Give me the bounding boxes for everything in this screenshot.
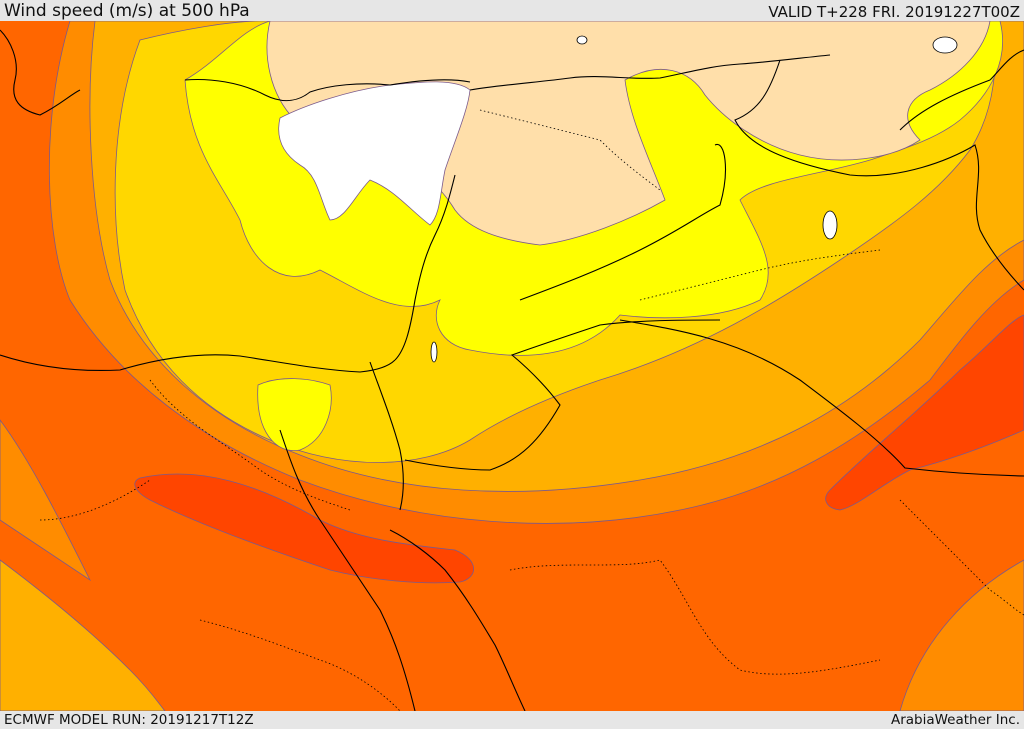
band-yellow-sinai (257, 378, 332, 452)
internal-boundary (639, 249, 881, 301)
band-red-orange-jet (134, 473, 475, 584)
internal-boundary (479, 109, 661, 191)
border-egypt-coast (0, 354, 396, 373)
band-orange-southeast (899, 559, 1024, 711)
border-gulf-coast (899, 49, 1024, 131)
model-run-label: ECMWF MODEL RUN: 20191217T12Z (4, 712, 254, 728)
map-title: Wind speed (m/s) at 500 hPa (4, 1, 250, 21)
wind-speed-bands (0, 21, 1024, 711)
internal-boundaries (39, 109, 1024, 711)
border-jordan-saudi (404, 319, 721, 471)
border-aegean (0, 29, 81, 116)
border-levant-coast (394, 174, 456, 361)
lake-nasser (576, 35, 588, 45)
internal-boundary (149, 379, 351, 511)
border-iraq-saudi (619, 319, 1024, 477)
dead-sea (430, 341, 438, 363)
lakes (430, 35, 958, 363)
internal-boundary (39, 479, 151, 521)
border-red-sea-east (389, 529, 526, 711)
border-red-sea-west (279, 429, 416, 711)
map-footer: ECMWF MODEL RUN: 20191217T12Z ArabiaWeat… (0, 711, 1024, 729)
band-amber-southwest (0, 559, 166, 711)
country-borders (0, 29, 1024, 711)
wind-speed-map[interactable] (0, 21, 1024, 711)
border-iraq-syria (519, 144, 726, 301)
band-orange-west (0, 419, 92, 582)
band-red-orange-east (825, 314, 1024, 511)
internal-boundary (899, 499, 1024, 616)
border-sinai (369, 361, 404, 511)
border-turkey-coast (184, 78, 471, 102)
lake-van (932, 36, 958, 54)
valid-time-label: VALID T+228 FRI. 20191227T00Z (768, 3, 1020, 21)
border-turkey-syria (469, 54, 831, 91)
lake-urmia (822, 210, 838, 240)
internal-boundary (509, 559, 881, 675)
border-iraq-iran (734, 59, 1024, 291)
credit-label: ArabiaWeather Inc. (890, 712, 1020, 728)
map-header: Wind speed (m/s) at 500 hPa VALID T+228 … (0, 0, 1024, 21)
